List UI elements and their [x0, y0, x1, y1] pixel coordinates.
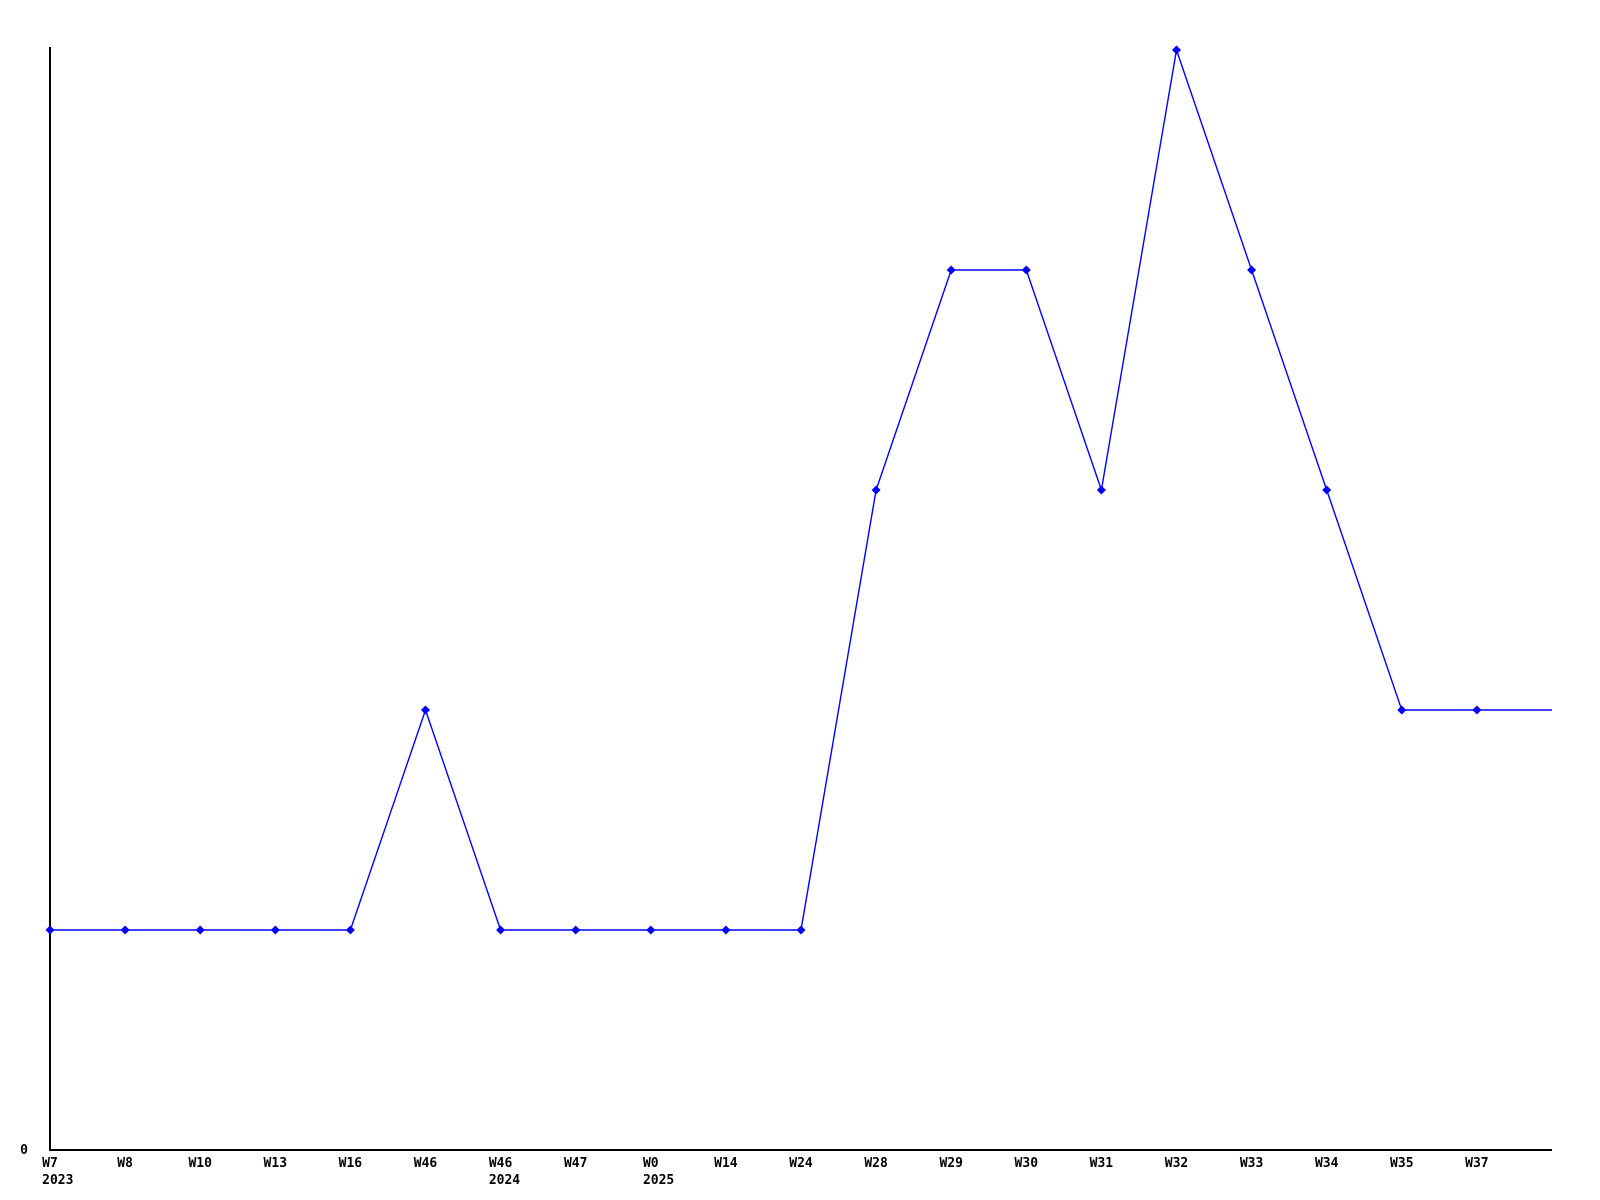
- x-tick-label-week: W24: [789, 1156, 813, 1171]
- data-point-marker: [1096, 485, 1106, 495]
- data-point-marker: [120, 925, 130, 935]
- data-point-marker: [646, 925, 656, 935]
- data-point-marker: [721, 925, 731, 935]
- data-point-marker: [270, 925, 280, 935]
- x-tick-label-year: 2025: [643, 1173, 674, 1188]
- x-tick-label-week: W7: [42, 1156, 58, 1171]
- data-point-marker: [1021, 265, 1031, 275]
- x-tick-label-week: W0: [643, 1156, 659, 1171]
- x-tick-label-week: W8: [117, 1156, 133, 1171]
- x-tick-label-week: W47: [564, 1156, 587, 1171]
- data-point-marker: [946, 265, 956, 275]
- data-point-marker: [195, 925, 205, 935]
- x-tick-label-week: W10: [188, 1156, 212, 1171]
- x-tick-label-week: W46: [414, 1156, 438, 1171]
- data-point-marker: [345, 925, 355, 935]
- data-point-marker: [45, 925, 55, 935]
- x-tick-label-week: W16: [339, 1156, 363, 1171]
- x-tick-label-year: 2024: [489, 1173, 520, 1188]
- x-tick-label-week: W33: [1240, 1156, 1263, 1171]
- x-tick-label-week: W37: [1465, 1156, 1488, 1171]
- data-point-marker: [796, 925, 806, 935]
- data-point-marker: [1472, 705, 1482, 715]
- x-tick-label-week: W31: [1090, 1156, 1114, 1171]
- data-point-marker: [871, 485, 881, 495]
- data-point-marker: [1397, 705, 1407, 715]
- x-tick-label-week: W14: [714, 1156, 738, 1171]
- x-tick-label-week: W46: [489, 1156, 513, 1171]
- data-point-marker: [420, 705, 431, 715]
- x-tick-label-week: W28: [864, 1156, 888, 1171]
- data-point-marker: [1247, 265, 1257, 275]
- data-point-marker: [571, 925, 581, 935]
- x-tick-label-week: W13: [264, 1156, 287, 1171]
- x-tick-label-week: W30: [1015, 1156, 1039, 1171]
- axis-lines: [49, 47, 1552, 1151]
- data-point-marker: [1171, 45, 1182, 55]
- x-tick-label-week: W35: [1390, 1156, 1413, 1171]
- x-tick-label-week: W29: [939, 1156, 962, 1171]
- data-point-marker: [1322, 485, 1332, 495]
- x-tick-label-year: 2023: [42, 1173, 73, 1188]
- y-tick-label-zero: 0: [20, 1143, 28, 1158]
- x-tick-label-week: W34: [1315, 1156, 1339, 1171]
- x-tick-label-week: W32: [1165, 1156, 1188, 1171]
- data-point-marker: [496, 925, 506, 935]
